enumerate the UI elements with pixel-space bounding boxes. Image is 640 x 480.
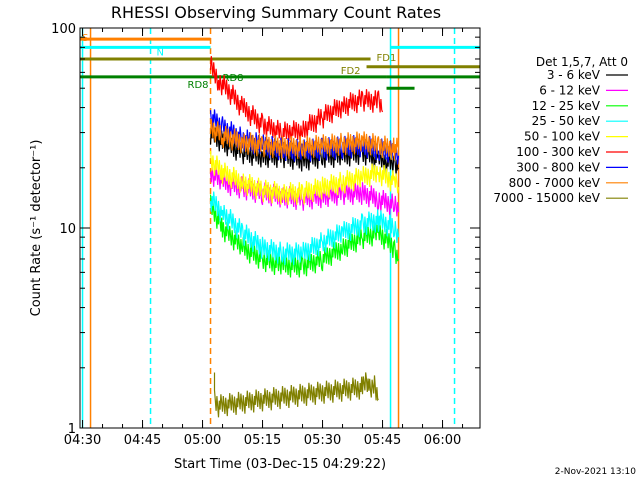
x-tick-label: 06:00 (424, 433, 461, 448)
x-axis-label: Start Time (03-Dec-15 04:29:22) (174, 457, 386, 472)
x-tick-label: 05:15 (244, 433, 281, 448)
series-line (209, 150, 400, 205)
footer-date: 2-Nov-2021 13:10 (555, 467, 637, 477)
y-tick-label: 10 (59, 222, 76, 237)
legend-entry-label: 3 - 6 keV (547, 68, 601, 82)
legend-entry-label: 100 - 300 keV (516, 145, 600, 159)
legend-entry-label: 12 - 25 keV (532, 99, 601, 113)
legend-entry-label: 50 - 100 keV (524, 130, 601, 144)
series-line (209, 118, 400, 161)
series-lines (209, 56, 400, 418)
legend-entry-label: 25 - 50 keV (532, 114, 601, 128)
y-tick-label: 100 (51, 22, 76, 37)
flag-label: S (82, 33, 88, 44)
legend-entry-label: 7000 - 15000 keV (493, 191, 600, 205)
x-tick-label: 04:45 (124, 433, 161, 448)
flag-label: N (157, 47, 164, 58)
x-tick-label: 04:30 (64, 433, 101, 448)
x-tick-label: 05:45 (364, 433, 401, 448)
plot-frame (79, 27, 481, 429)
legend-entry-label: 800 - 7000 keV (509, 176, 601, 190)
legend-header: Det 1,5,7, Att 0 (536, 55, 628, 69)
x-tick-label: 05:30 (304, 433, 341, 448)
series-line (209, 56, 384, 145)
y-axis-label: Count Rate (s⁻¹ detector⁻¹) (29, 140, 44, 317)
flag-label: RD8 (223, 73, 244, 84)
flag-label: FD1 (377, 53, 397, 64)
legend-entry-label: 6 - 12 keV (539, 83, 601, 97)
series-line (209, 194, 400, 278)
y-tick-label: 1 (68, 422, 76, 437)
flag-bars: S N FD1 FD2 RD8 RD8 (80, 33, 480, 91)
vertical-markers (81, 28, 456, 428)
chart-title: RHESSI Observing Summary Count Rates (111, 3, 441, 22)
series-line (213, 372, 379, 418)
series-line (209, 191, 400, 266)
x-tick-label: 05:00 (184, 433, 221, 448)
legend-entry-label: 300 - 800 keV (516, 160, 600, 174)
flag-label: FD2 (341, 66, 361, 77)
flag-label: RD8 (188, 80, 209, 91)
axes: 04:30 04:45 05:00 05:15 05:30 05:45 06:00 1 10 10… (51, 22, 481, 448)
